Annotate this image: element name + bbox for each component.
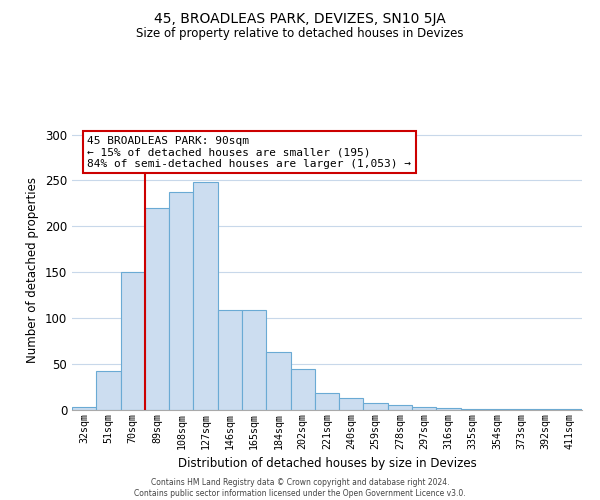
Text: 45 BROADLEAS PARK: 90sqm
← 15% of detached houses are smaller (195)
84% of semi-: 45 BROADLEAS PARK: 90sqm ← 15% of detach… <box>88 136 412 169</box>
Text: Contains HM Land Registry data © Crown copyright and database right 2024.
Contai: Contains HM Land Registry data © Crown c… <box>134 478 466 498</box>
Y-axis label: Number of detached properties: Number of detached properties <box>26 177 40 363</box>
Bar <box>509 409 533 410</box>
Bar <box>72 407 96 410</box>
Bar <box>266 352 290 410</box>
Bar <box>290 368 315 410</box>
Bar <box>412 407 436 410</box>
Bar <box>193 182 218 410</box>
Bar <box>145 208 169 410</box>
Bar <box>169 192 193 410</box>
Bar <box>485 409 509 410</box>
Bar <box>96 370 121 410</box>
Bar <box>218 310 242 410</box>
Bar <box>461 409 485 410</box>
Bar <box>533 409 558 410</box>
X-axis label: Distribution of detached houses by size in Devizes: Distribution of detached houses by size … <box>178 457 476 470</box>
Text: 45, BROADLEAS PARK, DEVIZES, SN10 5JA: 45, BROADLEAS PARK, DEVIZES, SN10 5JA <box>154 12 446 26</box>
Bar <box>242 310 266 410</box>
Bar <box>436 408 461 410</box>
Text: Size of property relative to detached houses in Devizes: Size of property relative to detached ho… <box>136 28 464 40</box>
Bar <box>364 402 388 410</box>
Bar <box>121 272 145 410</box>
Bar <box>388 406 412 410</box>
Bar <box>315 394 339 410</box>
Bar <box>339 398 364 410</box>
Bar <box>558 409 582 410</box>
